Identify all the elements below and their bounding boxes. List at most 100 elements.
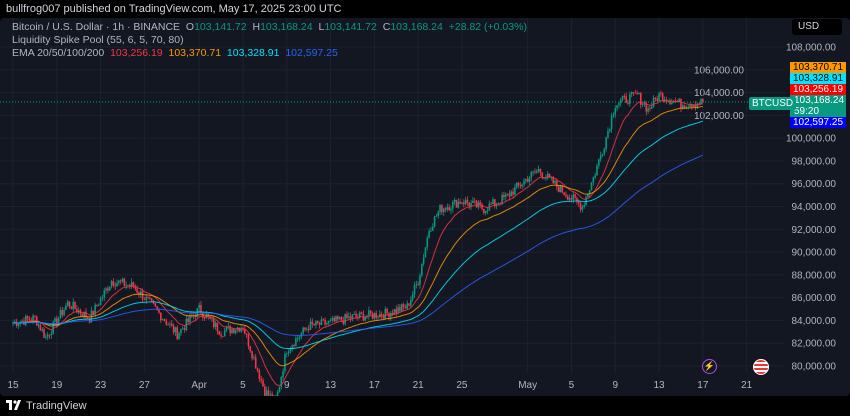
candle-body (107, 288, 109, 291)
candle-body (298, 336, 301, 339)
candle-body (154, 303, 157, 307)
lightning-event-icon[interactable]: ⚡ (702, 359, 717, 374)
candle-body (618, 103, 620, 106)
candle-body (302, 327, 304, 334)
candle-body (17, 324, 20, 326)
candle-body (441, 204, 443, 213)
candle-body (45, 336, 47, 338)
candle-body (218, 331, 221, 335)
x-tick-label: 21 (741, 380, 753, 391)
candle-body (306, 328, 308, 330)
candle-body (251, 351, 253, 359)
candle-body (284, 353, 286, 372)
candle-body (309, 321, 312, 331)
ema100-value: 103,328.91 (226, 47, 280, 59)
candle-body (590, 182, 593, 191)
candle-body (417, 284, 419, 286)
candle-body (596, 165, 598, 176)
candle-body (254, 357, 257, 369)
y-tick-label: 88,000.00 (792, 270, 837, 281)
candle-body (99, 298, 102, 306)
candle-body (430, 230, 432, 232)
candle-body (326, 323, 328, 325)
candle-body (333, 317, 335, 322)
candle-body (598, 159, 600, 166)
candle-body (576, 197, 578, 202)
candle-body (70, 306, 73, 310)
candle-body (466, 199, 469, 203)
candle-body (267, 390, 270, 396)
candle-body (247, 333, 250, 347)
candle-body (304, 327, 306, 330)
candle-body (506, 193, 509, 195)
candle-body (136, 288, 138, 293)
candle-body (41, 329, 43, 331)
candle-body (607, 130, 609, 138)
candle-body (680, 98, 682, 109)
candle-body (629, 94, 631, 104)
candle-body (57, 318, 60, 325)
candle-body (240, 328, 242, 332)
candle-body (344, 314, 346, 324)
candle-body (501, 194, 503, 204)
candle-body (76, 308, 78, 313)
candle-body (231, 329, 233, 334)
candle-body (74, 302, 76, 309)
candle-body (479, 202, 481, 205)
candle-body (189, 315, 191, 323)
candle-body (357, 316, 359, 318)
candle-body (214, 322, 217, 327)
candle-body (473, 200, 476, 202)
candle-body (650, 106, 653, 109)
candle-body (178, 333, 180, 340)
candle-body (610, 116, 613, 129)
candle-body (588, 190, 591, 195)
candle-body (599, 155, 602, 160)
candle-body (377, 317, 379, 319)
candle-body (329, 319, 332, 321)
candle-body (561, 185, 564, 193)
chart-panel[interactable]: 108,000.00 106,000.00 104,000.00 102,000.00… (0, 18, 850, 396)
candle-body (608, 128, 611, 131)
candle-body (132, 282, 135, 287)
candle-body (517, 182, 520, 185)
candle-body (645, 103, 648, 112)
candle-body (327, 320, 330, 324)
candle-body (535, 171, 538, 173)
candle-body (503, 194, 505, 198)
high-value: 103,168.24 (260, 21, 313, 33)
currency-button[interactable]: USD (792, 19, 842, 35)
candle-body (316, 320, 319, 323)
candle-body (282, 371, 284, 378)
candle-body (437, 211, 440, 217)
candle-body (603, 148, 606, 154)
candle-body (552, 176, 554, 184)
candle-body (601, 153, 604, 156)
candle-body (276, 392, 279, 396)
x-tick-label: 25 (456, 380, 468, 391)
candle-body (621, 96, 624, 100)
candle-body (594, 175, 596, 178)
brand-name: TradingView (26, 400, 87, 412)
indicator-legend[interactable]: Liquidity Spike Pool (55, 6, 5, 70, 80) (12, 34, 184, 46)
candle-body (683, 105, 686, 108)
candle-body (355, 313, 357, 317)
y-tick-label: 106,000.00 (694, 65, 744, 76)
candle-body (141, 291, 144, 300)
candle-body (143, 299, 146, 301)
ema-legend[interactable]: EMA 20/50/100/200 103,256.19 103,370.71 … (12, 47, 338, 59)
us-flag-event-icon[interactable] (753, 359, 769, 375)
candle-body (563, 192, 565, 195)
candle-body (421, 263, 423, 276)
close-label: C (382, 21, 391, 33)
last-price: 103,168.24 (794, 95, 845, 106)
price-chart[interactable]: 108,000.00 106,000.00 104,000.00 102,000.00… (0, 18, 850, 396)
x-tick-label: 23 (95, 380, 107, 391)
candle-body (149, 297, 151, 299)
candle-body (472, 200, 474, 203)
ema200-price-tag: 102,597.25 (790, 117, 846, 128)
candle-body (415, 284, 418, 286)
candle-body (322, 319, 325, 321)
candle-body (258, 370, 261, 379)
candle-body (455, 199, 458, 208)
